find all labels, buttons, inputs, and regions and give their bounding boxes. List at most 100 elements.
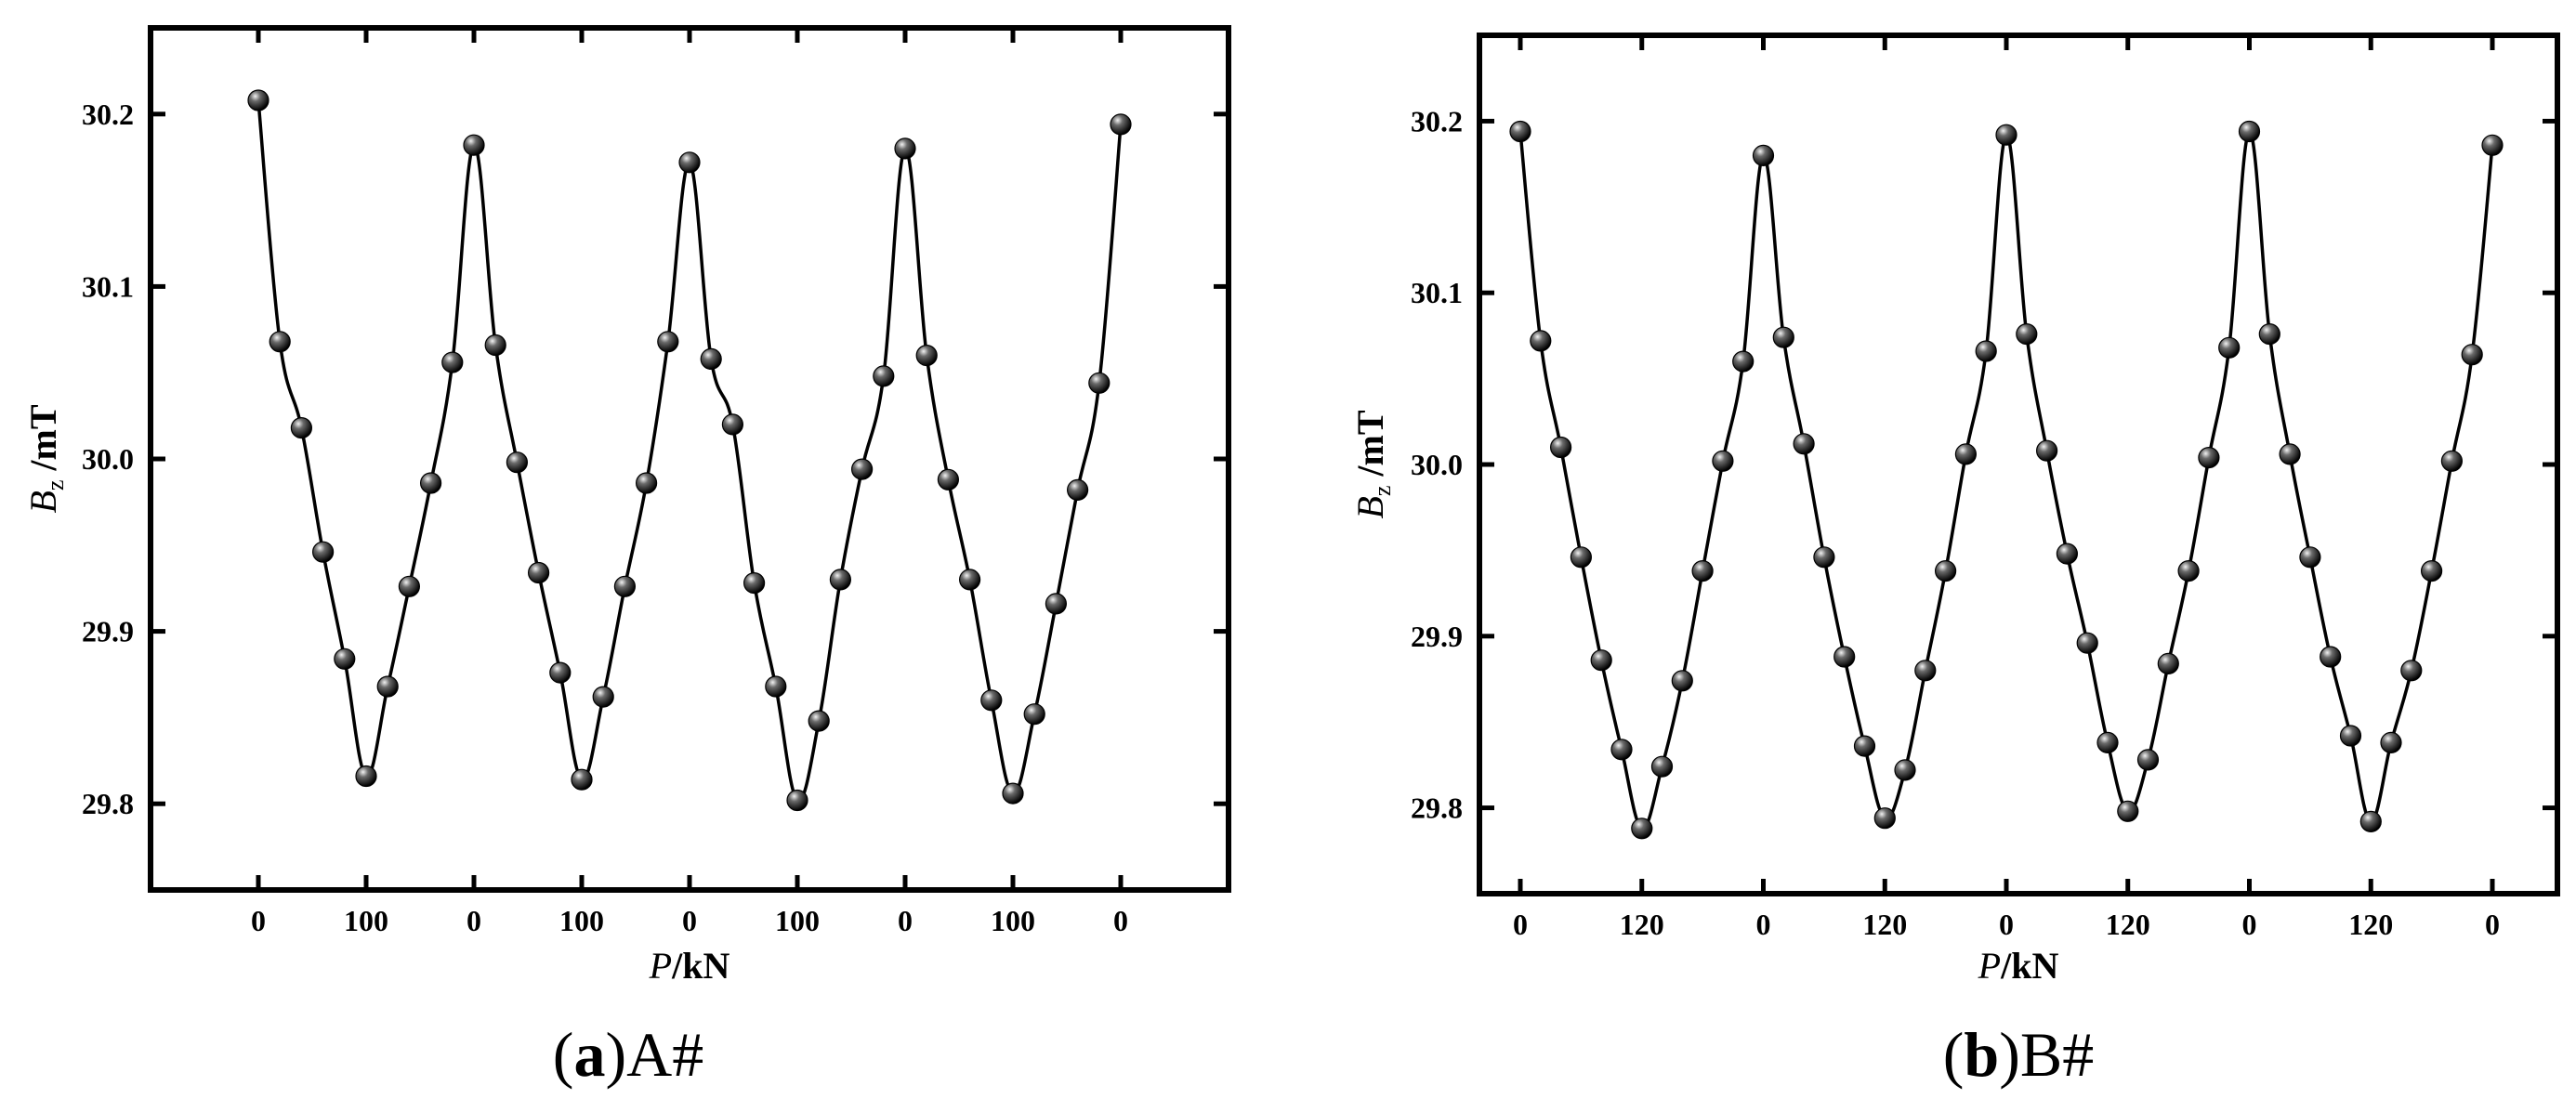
x-tick-labels: 0 120 0 120 0 120 0 120 0 [1513, 908, 2500, 941]
data-point [2481, 134, 2504, 156]
data-point [2461, 344, 2483, 366]
data-point [743, 571, 766, 595]
data-point [571, 768, 593, 791]
x-tick-label: 0 [1513, 908, 1528, 941]
y-tick-label: 30.2 [82, 98, 134, 131]
data-point [1752, 144, 1775, 166]
data-point [1793, 433, 1815, 455]
data-point [2258, 323, 2280, 346]
data-points [247, 89, 1132, 812]
data-point [635, 472, 658, 494]
data-point [1590, 649, 1612, 672]
y-axis-title: Bz /mT [1349, 410, 1396, 518]
data-point [2440, 450, 2463, 472]
data-point [484, 334, 506, 357]
data-point [506, 451, 529, 474]
data-point [2076, 632, 2098, 654]
x-tick-label: 0 [1113, 904, 1128, 937]
y-tick-label: 30.0 [1411, 448, 1463, 481]
data-point [958, 569, 981, 591]
data-point [1975, 340, 1997, 362]
series-line [1518, 129, 2494, 831]
data-point [2177, 559, 2200, 582]
data-point [1671, 670, 1693, 692]
data-point [1509, 120, 1531, 143]
data-point [850, 458, 874, 480]
y-tick-label: 29.9 [1411, 620, 1463, 653]
data-point [355, 765, 377, 788]
data-point [1002, 782, 1024, 805]
x-axis-title: P/kN [649, 945, 730, 987]
data-point [786, 789, 808, 812]
y-tick-label: 30.0 [82, 442, 134, 476]
data-point [463, 134, 485, 156]
data-point [915, 345, 938, 367]
data-point [2096, 731, 2119, 754]
data-point [1110, 113, 1132, 136]
chart-panel-a: 29.8 29.9 30.0 30.1 30.2 0 100 0 100 0 100 0 100 0 P… [22, 25, 1231, 1090]
data-point [980, 689, 1003, 712]
data-point [376, 675, 399, 698]
data-point [1691, 559, 1714, 582]
data-point [1894, 759, 1916, 781]
x-tick-label: 0 [898, 904, 913, 937]
data-point [290, 417, 312, 439]
data-point [2320, 646, 2342, 668]
data-point [2198, 447, 2220, 469]
data-point [1631, 818, 1653, 840]
data-point [1995, 124, 2017, 146]
data-point [1954, 443, 1977, 465]
data-point [2359, 810, 2382, 833]
data-point [721, 413, 744, 436]
data-point [2056, 543, 2078, 565]
x-tick-label: 120 [1620, 908, 1664, 941]
x-tick-label: 0 [467, 904, 481, 937]
x-tick-label: 100 [991, 904, 1035, 937]
data-point [2380, 731, 2402, 754]
data-point [678, 151, 701, 174]
data-point [873, 365, 895, 387]
data-point [2157, 652, 2179, 675]
chart-caption: (a)A# [553, 1019, 703, 1090]
y-tick-label: 29.8 [82, 787, 134, 820]
x-tick-label: 0 [1756, 908, 1771, 941]
data-point [2299, 546, 2321, 569]
y-tick-label: 30.1 [1411, 276, 1463, 309]
data-point [1772, 326, 1794, 348]
chart-caption: (b)B# [1943, 1019, 2095, 1090]
y-tick-label: 30.2 [1411, 104, 1463, 137]
x-tick-labels: 0 100 0 100 0 100 0 100 0 [251, 904, 1128, 937]
y-tick-label: 29.8 [1411, 791, 1463, 825]
data-point [1066, 478, 1089, 502]
data-point [1530, 330, 1552, 352]
data-point [592, 686, 614, 708]
data-point [398, 575, 420, 597]
x-tick-label: 0 [1999, 908, 2014, 941]
data-point [1023, 703, 1045, 726]
data-point [1610, 739, 1633, 761]
data-point [1045, 593, 1068, 615]
chart-panel-b: 29.8 29.9 30.0 30.1 30.2 0 120 0 120 0 120 0 120 0 P… [1349, 33, 2560, 1090]
data-point [1873, 807, 1896, 830]
data-point [1853, 735, 1876, 757]
data-point [549, 661, 572, 684]
data-point [2339, 725, 2362, 747]
data-point [2016, 323, 2038, 346]
y-tick-labels: 29.8 29.9 30.0 30.1 30.2 [82, 98, 134, 820]
y-tick-label: 29.9 [82, 615, 134, 648]
data-point [2279, 443, 2301, 465]
data-point [700, 347, 722, 370]
data-point [1549, 436, 1572, 459]
x-tick-label: 100 [559, 904, 604, 937]
data-point [2238, 120, 2261, 143]
data-point [894, 137, 916, 160]
data-point [2421, 559, 2443, 582]
data-point [2136, 749, 2160, 771]
data-point [1712, 450, 1734, 472]
data-point [441, 351, 464, 373]
data-point [2036, 439, 2058, 462]
data-point [829, 569, 852, 591]
data-point [247, 89, 269, 111]
data-point [312, 541, 335, 563]
